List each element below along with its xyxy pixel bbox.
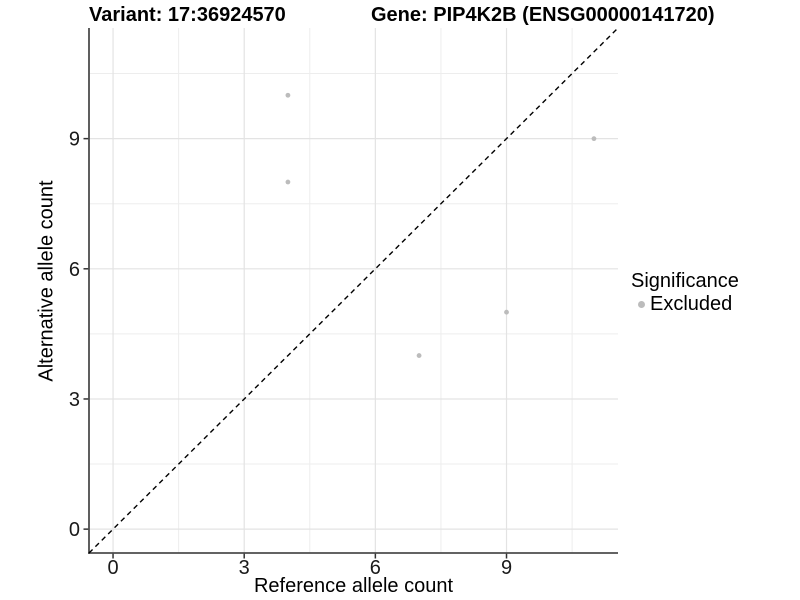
data-point bbox=[504, 309, 509, 315]
gene-title: Gene: PIP4K2B (ENSG00000141720) bbox=[371, 4, 715, 26]
y-tick-label: 0 bbox=[69, 519, 80, 541]
x-axis-title: Reference allele count bbox=[253, 575, 453, 597]
data-point bbox=[285, 92, 291, 98]
data-point bbox=[416, 353, 422, 358]
x-tick-label: 3 bbox=[239, 557, 250, 579]
identity-dashed-line bbox=[88, 27, 619, 554]
excluded-point-icon bbox=[638, 300, 645, 308]
data-point bbox=[591, 136, 597, 142]
y-tick-label: 3 bbox=[69, 389, 80, 411]
y-axis-title: Alternative allele count bbox=[35, 180, 58, 382]
y-tick-label: 6 bbox=[69, 259, 80, 281]
x-tick-label: 0 bbox=[107, 557, 118, 579]
y-tick-label: 9 bbox=[69, 129, 80, 151]
variant-title: Variant: 17:36924570 bbox=[89, 4, 286, 26]
legend-title: Significance bbox=[631, 270, 739, 292]
x-tick-label: 6 bbox=[370, 557, 381, 579]
legend-item-label: Excluded bbox=[650, 293, 733, 315]
data-point bbox=[285, 179, 291, 185]
x-tick-label: 9 bbox=[501, 557, 512, 579]
legend-item-excluded: Excluded bbox=[631, 293, 739, 315]
legend: Significance Excluded bbox=[631, 270, 739, 315]
